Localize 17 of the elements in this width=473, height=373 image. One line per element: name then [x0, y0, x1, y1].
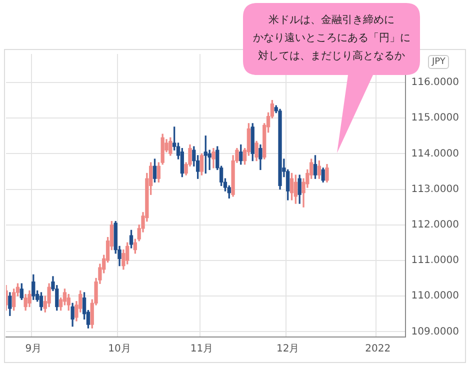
y-tick-label: 113.0000: [411, 184, 460, 195]
y-axis-title: JPY: [428, 55, 450, 69]
y-tick-label: 110.0000: [411, 290, 460, 302]
y-tick-label: 114.0000: [411, 148, 460, 160]
text: 米ドルは、金融引き締めに: [268, 14, 394, 26]
text: かなり遠いところにある「円」に: [252, 32, 410, 44]
y-tick-label: 111.0000: [411, 255, 460, 266]
x-tick-label: 2022: [365, 344, 391, 355]
x-tick-label: 10月: [108, 344, 131, 355]
x-tick-label: 9月: [25, 344, 42, 355]
y-tick-label: 115.0000: [411, 112, 460, 124]
y-tick-label: 112.0000: [411, 219, 460, 230]
y-tick-label: 109.0000: [411, 326, 460, 338]
x-tick-label: 12月: [276, 344, 300, 355]
y-tick-label: 116.0000: [411, 77, 460, 88]
x-tick-label: 11月: [190, 344, 214, 355]
annotation: 対しては、まだじり高となるか: [258, 50, 405, 62]
